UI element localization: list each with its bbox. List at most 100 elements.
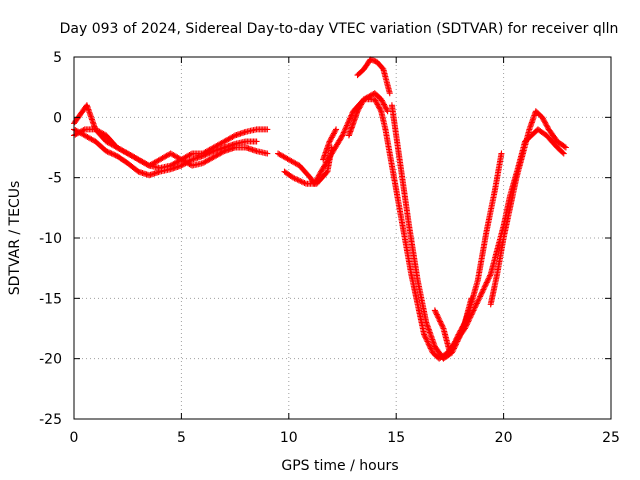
data-point <box>300 179 307 186</box>
data-point <box>487 272 494 279</box>
data-point <box>374 101 381 108</box>
data-point <box>439 324 446 331</box>
data-point <box>301 180 308 187</box>
data-point <box>484 278 491 285</box>
data-point <box>339 132 346 139</box>
data-point <box>449 344 456 351</box>
data-point <box>111 151 118 158</box>
data-point <box>103 148 110 155</box>
data-point <box>485 275 492 282</box>
data-point <box>456 328 463 335</box>
data-point <box>187 151 194 158</box>
data-point <box>341 128 348 135</box>
data-point <box>541 118 548 125</box>
data-point <box>454 334 461 341</box>
data-point <box>264 150 271 157</box>
data-point <box>201 152 208 159</box>
data-point <box>376 105 383 112</box>
data-point <box>423 335 430 342</box>
data-point <box>459 323 466 330</box>
data-point <box>379 98 386 105</box>
data-point <box>427 345 434 352</box>
data-point <box>358 101 365 108</box>
y-tick-label: -25 <box>39 412 62 428</box>
data-point <box>345 119 352 126</box>
data-point <box>434 312 441 319</box>
y-tick-label: -5 <box>48 171 62 187</box>
data-point <box>456 330 463 337</box>
data-point <box>205 150 212 157</box>
data-point <box>539 115 546 122</box>
data-point <box>486 273 493 280</box>
data-point <box>447 348 454 355</box>
data-point <box>209 148 216 155</box>
data-point <box>438 321 445 328</box>
data-point <box>316 171 323 178</box>
data-point <box>454 332 461 339</box>
data-point <box>451 339 458 346</box>
data-point <box>199 152 206 159</box>
data-point <box>342 125 349 132</box>
data-point <box>290 174 297 181</box>
data-point <box>458 326 465 333</box>
data-point <box>432 308 439 315</box>
data-point <box>357 102 364 109</box>
data-point <box>439 322 446 329</box>
data-point <box>343 123 350 130</box>
x-tick-label: 25 <box>602 430 620 446</box>
data-point <box>108 150 115 157</box>
data-point <box>461 320 468 327</box>
data-point <box>383 105 390 112</box>
data-point <box>330 130 337 137</box>
data-point <box>559 149 566 156</box>
data-point <box>477 293 484 300</box>
data-point <box>333 126 340 133</box>
data-point <box>386 90 393 97</box>
data-point <box>332 127 339 134</box>
data-point <box>477 292 484 299</box>
data-point <box>380 100 387 107</box>
y-tick-label: -10 <box>39 231 62 247</box>
data-point <box>562 144 569 151</box>
data-point <box>561 143 568 150</box>
data-point <box>543 122 550 129</box>
data-point <box>347 115 354 122</box>
data-point <box>375 102 382 109</box>
data-point <box>344 121 351 128</box>
data-point <box>453 335 460 342</box>
data-point <box>475 297 482 304</box>
data-point <box>328 135 335 142</box>
x-tick-label: 5 <box>177 430 186 446</box>
data-point <box>421 331 428 338</box>
data-point <box>424 338 431 345</box>
y-tick-labels: 5 0 -5 -10 -15 -20 -25 <box>39 50 62 428</box>
data-point <box>422 334 429 341</box>
data-point <box>450 341 457 348</box>
data-point <box>428 346 435 353</box>
data-point <box>457 327 464 334</box>
chart-title: Day 093 of 2024, Sidereal Day-to-day VTE… <box>60 21 619 37</box>
data-point <box>294 176 301 183</box>
data-point <box>542 119 549 126</box>
data-point <box>343 122 350 129</box>
data-point <box>292 176 299 183</box>
data-point <box>203 151 210 158</box>
data-point <box>323 169 330 176</box>
data-point <box>202 151 209 158</box>
data-point <box>431 307 438 314</box>
data-point <box>544 123 551 130</box>
data-point <box>435 314 442 321</box>
data-point <box>354 108 361 115</box>
data-point <box>437 319 444 326</box>
data-point <box>330 131 337 138</box>
data-point <box>371 96 378 103</box>
data-point <box>421 332 428 339</box>
data-point <box>207 149 214 156</box>
data-point <box>448 345 455 352</box>
data-point <box>425 341 432 348</box>
x-tick-label: 20 <box>495 430 513 446</box>
data-point <box>373 100 380 107</box>
data-point <box>475 296 482 303</box>
data-point <box>381 102 388 109</box>
data-point <box>433 311 440 318</box>
